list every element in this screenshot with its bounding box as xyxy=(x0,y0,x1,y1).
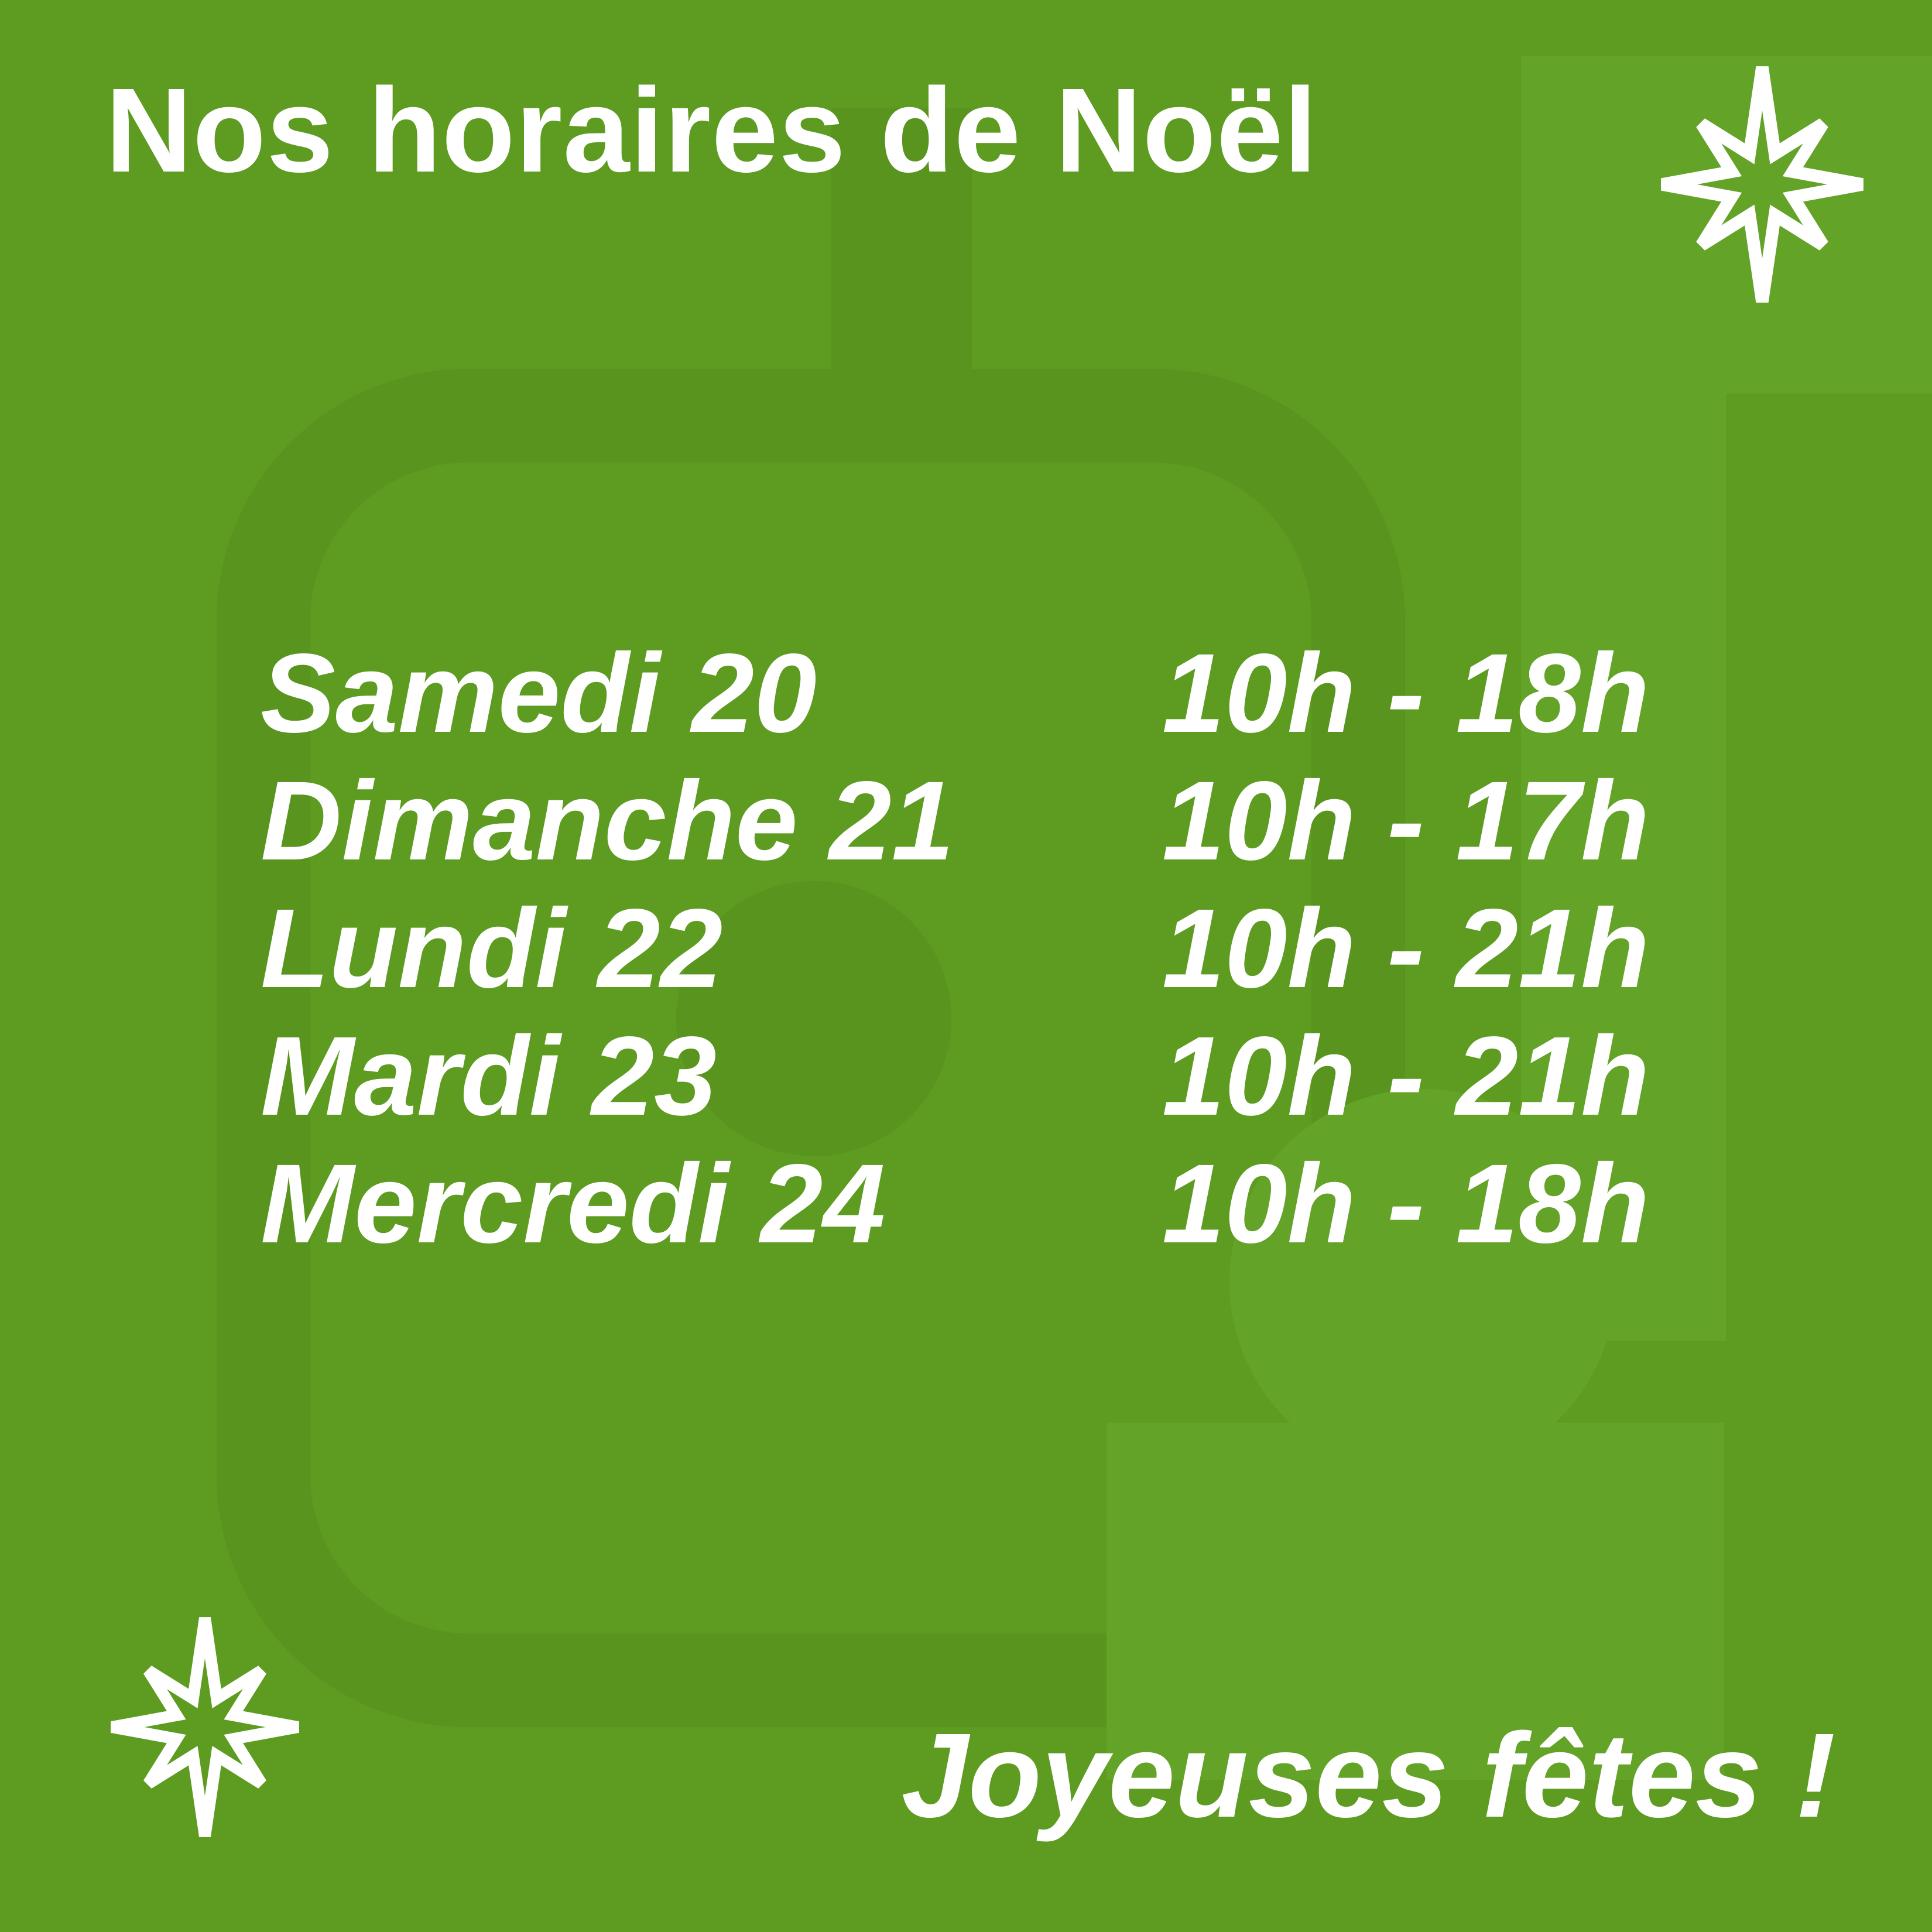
page-title: Nos horaires de Noël xyxy=(105,63,1318,197)
schedule-hours: 10h - 21h xyxy=(1162,1013,1650,1139)
greeting-text: Joyeuses fêtes ! xyxy=(901,1708,1835,1842)
watermark-band-shape xyxy=(1521,56,1726,1341)
schedule-hours: 10h - 18h xyxy=(1162,630,1650,756)
schedule-hours: 10h - 17h xyxy=(1162,758,1650,883)
schedule-day: Samedi 20 xyxy=(261,630,817,756)
watermark-square-shape xyxy=(1107,1423,1724,1780)
schedule-row: Lundi 22 10h - 21h xyxy=(261,885,1724,1012)
sparkle-star-icon xyxy=(1636,59,1888,310)
schedule-row: Mardi 23 10h - 21h xyxy=(261,1012,1724,1140)
schedule-day: Mercredi 24 xyxy=(261,1140,886,1266)
schedule-table: Samedi 20 10h - 18h Dimanche 21 10h - 17h Lu… xyxy=(261,629,1724,1268)
watermark-lightcircle-shape xyxy=(1229,1089,1616,1475)
sparkle-star-icon xyxy=(88,1610,322,1844)
schedule-hours: 10h - 18h xyxy=(1162,1140,1650,1266)
schedule-row: Samedi 20 10h - 18h xyxy=(261,629,1724,757)
schedule-day: Mardi 23 xyxy=(261,1013,717,1139)
schedule-row: Mercredi 24 10h - 18h xyxy=(261,1140,1724,1268)
schedule-row: Dimanche 21 10h - 17h xyxy=(261,757,1724,885)
schedule-day: Lundi 22 xyxy=(261,885,723,1011)
schedule-day: Dimanche 21 xyxy=(261,758,954,883)
watermark-circle-shape xyxy=(676,881,951,1156)
schedule-hours: 10h - 21h xyxy=(1162,885,1650,1011)
watermark-bar-shape xyxy=(831,108,972,372)
